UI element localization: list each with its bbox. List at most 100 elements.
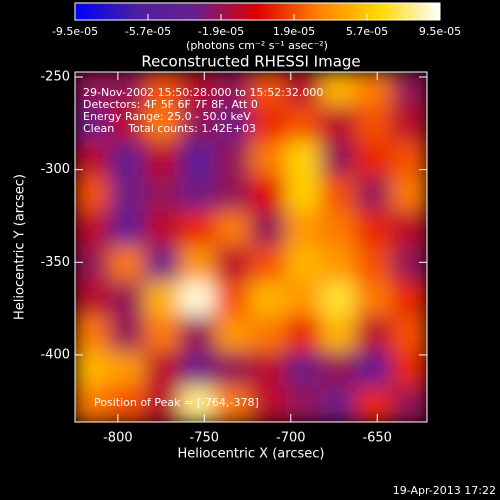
cell (144, 281, 182, 318)
cell (355, 141, 393, 178)
cell (179, 72, 217, 108)
cell (320, 72, 358, 108)
cell (285, 386, 323, 422)
image (75, 72, 427, 422)
cell (109, 106, 147, 143)
cell (214, 141, 252, 178)
cell (144, 316, 182, 353)
cell (109, 316, 147, 353)
y-tick-label: -350 (40, 255, 70, 270)
cell (179, 176, 217, 213)
cell (179, 141, 217, 178)
cell (109, 351, 147, 388)
cell (75, 316, 112, 353)
cell (355, 246, 393, 283)
cell (214, 386, 252, 422)
cell (390, 106, 427, 143)
y-tick-label: -400 (40, 347, 70, 362)
cell (285, 211, 323, 248)
annotation: Clean Total counts: 1.42E+03 (83, 122, 256, 135)
cell (250, 211, 288, 248)
colorbar-tick-label: 5.7e-05 (346, 25, 388, 38)
y-tick-label: -300 (40, 162, 70, 177)
cell (75, 246, 112, 283)
cell (250, 72, 288, 108)
colorbar-tick-label: -1.9e-05 (198, 25, 244, 38)
x-tick-label: -650 (362, 431, 392, 446)
colorbar-label: (photons cm⁻² s⁻¹ asec⁻²) (186, 39, 328, 52)
cell (75, 176, 112, 213)
cell (355, 386, 393, 422)
cell (109, 141, 147, 178)
y-axis-label: Heliocentric Y (arcsec) (13, 174, 28, 320)
cell (320, 176, 358, 213)
cell (214, 246, 252, 283)
cell (320, 106, 358, 143)
cell (285, 106, 323, 143)
cell (144, 72, 182, 108)
cell (75, 72, 112, 108)
cell (109, 211, 147, 248)
cell (214, 211, 252, 248)
cell (285, 72, 323, 108)
cell (285, 281, 323, 318)
cell (320, 281, 358, 318)
annotation: 29-Nov-2002 15:50:28.000 to 15:52:32.000 (83, 86, 323, 99)
cell (390, 351, 427, 388)
cell (75, 141, 112, 178)
cell (250, 176, 288, 213)
colorbar-tick-label: -9.5e-05 (52, 25, 98, 38)
cell (75, 106, 112, 143)
cell (179, 281, 217, 318)
cell (214, 106, 252, 143)
annotation: Detectors: 4F 5F 6F 7F 8F, Att 0 (83, 98, 258, 111)
cell (320, 141, 358, 178)
cell (390, 176, 427, 213)
cell (214, 281, 252, 318)
cell (214, 176, 252, 213)
cell (355, 106, 393, 143)
cell (355, 72, 393, 108)
cell (75, 351, 112, 388)
colorbar-tick-label: 9.5e-05 (419, 25, 461, 38)
cell (75, 281, 112, 318)
cell (250, 316, 288, 353)
cell (390, 246, 427, 283)
cell (320, 386, 358, 422)
cell (390, 386, 427, 422)
timestamp: 19-Apr-2013 17:22 (393, 484, 496, 497)
x-tick-label: -800 (103, 431, 133, 446)
cell (355, 316, 393, 353)
cell (179, 351, 217, 388)
cell (320, 211, 358, 248)
colorbar-tick-label: 1.9e-05 (273, 25, 315, 38)
cell (179, 316, 217, 353)
cell (390, 211, 427, 248)
cell (214, 316, 252, 353)
colorbar (74, 2, 441, 21)
cell (320, 246, 358, 283)
annotation: Energy Range: 25.0 - 50.0 keV (83, 110, 251, 123)
cell (320, 351, 358, 388)
colorbar-tick-label: -5.7e-05 (125, 25, 171, 38)
cell (109, 72, 147, 108)
cell (355, 211, 393, 248)
cell (390, 141, 427, 178)
cell (109, 176, 147, 213)
cell (355, 281, 393, 318)
cell (109, 386, 147, 422)
cell (250, 106, 288, 143)
cell (144, 351, 182, 388)
cell (75, 386, 112, 422)
cell (355, 351, 393, 388)
x-axis-label: Heliocentric X (arcsec) (178, 447, 325, 462)
cell (390, 281, 427, 318)
cell (285, 316, 323, 353)
cell (179, 386, 217, 422)
plot-frame (74, 71, 428, 423)
cell (390, 72, 427, 108)
cell (144, 246, 182, 283)
cell (285, 246, 323, 283)
cell (355, 176, 393, 213)
